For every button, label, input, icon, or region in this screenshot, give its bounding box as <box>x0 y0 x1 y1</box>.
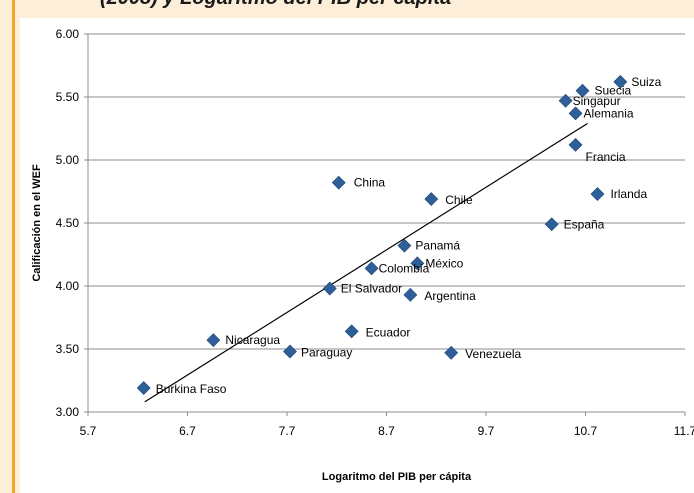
point-label-argentina: Argentina <box>424 289 476 303</box>
x-axis-title: Logaritmo del PIB per cápita <box>322 471 472 483</box>
x-tick-label-3: 8.7 <box>378 424 395 438</box>
point-label-francia: Francia <box>586 150 626 164</box>
data-point-singapur <box>558 93 573 108</box>
point-label-chile: Chile <box>445 193 473 207</box>
y-tick-label-2: 4.00 <box>56 279 80 293</box>
point-label-irlanda: Irlanda <box>610 187 647 201</box>
x-tick-label-4: 9.7 <box>478 424 495 438</box>
trendline <box>144 122 588 403</box>
data-point-suecia <box>575 83 590 98</box>
data-point-china <box>331 175 346 190</box>
y-tick-label-0: 3.00 <box>56 405 80 419</box>
data-point-suiza <box>613 74 628 89</box>
y-tick-label-4: 5.00 <box>56 153 80 167</box>
point-label-alemania: Alemania <box>584 106 634 120</box>
data-point-nicaragua <box>206 333 221 348</box>
y-tick-label-1: 3.50 <box>56 342 80 356</box>
y-tick-label-3: 4.50 <box>56 216 80 230</box>
data-point-venezuela <box>444 345 459 360</box>
point-label-colombia: Colombia <box>379 261 430 275</box>
point-label-suiza: Suiza <box>631 75 661 89</box>
point-label-ecuador: Ecuador <box>366 325 411 339</box>
y-axis-title: Calificación en el WEF <box>31 164 43 282</box>
data-point-espa-a <box>544 217 559 232</box>
chart-title-fragment: (2008) y Logaritmo del PIB per cápita <box>100 0 451 10</box>
y-tick-label-6: 6.00 <box>56 27 80 41</box>
data-point-irlanda <box>590 187 605 201</box>
point-label-paraguay: Paraguay <box>301 346 352 360</box>
data-point-ecuador <box>344 324 359 339</box>
point-label-suecia: Suecia <box>595 84 632 98</box>
point-label-nicaragua: Nicaragua <box>225 333 280 347</box>
point-label-burkina-faso: Burkina Faso <box>156 382 227 396</box>
tick-layer: 3.00 3.50 4.00 4.50 5.00 5.50 6.00 5.7 6.7 7.7 8.7… <box>56 27 694 438</box>
y-tick-label-5: 5.50 <box>56 90 80 104</box>
point-label-espa-a: España <box>564 217 605 231</box>
data-point-argentina <box>403 287 418 302</box>
title-strip: (2008) y Logaritmo del PIB per cápita <box>0 0 694 16</box>
point-label-el-salvador: El Salvador <box>341 282 402 296</box>
left-accent-rule <box>12 0 15 493</box>
x-tick-label-2: 7.7 <box>279 424 296 438</box>
data-point-m-xico <box>410 256 425 271</box>
data-point-chile <box>424 192 439 206</box>
point-label-china: China <box>354 176 386 190</box>
data-point-colombia <box>364 261 379 276</box>
x-tick-label-6: 11.7 <box>674 424 694 438</box>
data-point-alemania <box>568 106 583 121</box>
point-label-singapur: Singapur <box>573 94 621 108</box>
data-point-burkina-faso <box>136 381 151 395</box>
x-tick-label-0: 5.7 <box>80 424 97 438</box>
point-label-m-xico: México <box>425 256 463 270</box>
data-point-francia <box>568 137 583 152</box>
data-point-el-salvador <box>322 281 337 296</box>
x-tick-label-5: 10.7 <box>574 424 598 438</box>
point-label-panam-: Panamá <box>415 239 460 253</box>
data-point-paraguay <box>283 344 297 359</box>
data-point-panam- <box>397 238 412 253</box>
x-tick-label-1: 6.7 <box>179 424 196 438</box>
point-label-venezuela: Venezuela <box>465 347 521 361</box>
